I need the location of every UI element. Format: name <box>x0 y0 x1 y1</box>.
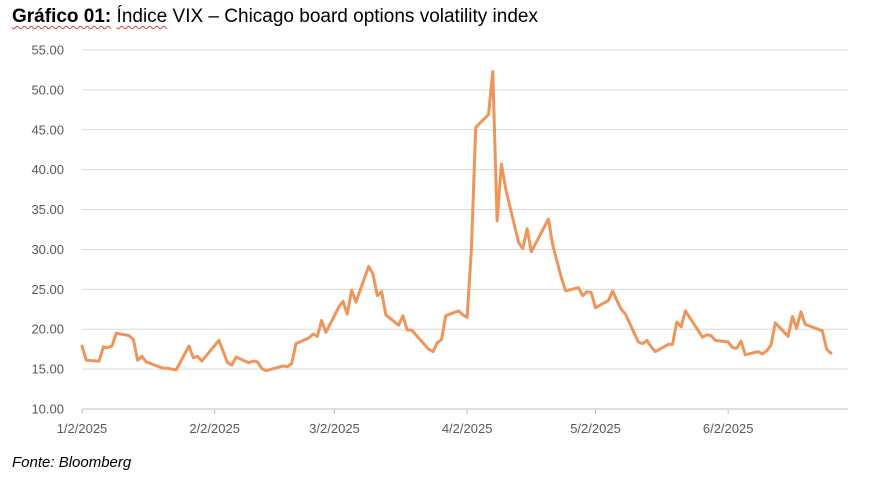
y-tick-label: 20.00 <box>31 322 64 337</box>
series-layer <box>80 70 833 373</box>
x-axis-labels: 1/2/2025 2/2/2025 3/2/2025 4/2/2025 5/2/2025… <box>57 421 754 436</box>
y-tick-label: 10.00 <box>31 402 64 417</box>
x-axis <box>81 408 848 414</box>
y-tick-label: 40.00 <box>31 162 64 177</box>
y-axis-labels: 10.00 15.00 20.00 25.00 30.00 35.00 40.00 45.00… <box>31 43 64 417</box>
vix-series-line <box>80 70 833 373</box>
vix-line-chart: 10.00 15.00 20.00 25.00 30.00 35.00 40.00 45.00… <box>31 43 848 436</box>
chart-title-rest: VIX – Chicago board options volatility i… <box>172 6 538 27</box>
y-tick-label: 50.00 <box>31 82 64 97</box>
chart-title-bold: Gráfico 01: <box>12 6 112 27</box>
x-tick-label: 2/2/2025 <box>189 421 240 436</box>
y-tick-label: 45.00 <box>31 122 64 137</box>
y-tick-label: 30.00 <box>31 242 64 257</box>
chart-title-word: Índice <box>116 6 168 27</box>
y-tick-label: 35.00 <box>31 202 64 217</box>
y-tick-label: 15.00 <box>31 362 64 377</box>
y-tick-label: 25.00 <box>31 282 64 297</box>
x-tick-label: 5/2/2025 <box>570 421 621 436</box>
gridlines <box>82 49 848 370</box>
x-tick-label: 4/2/2025 <box>442 421 493 436</box>
x-tick-label: 3/2/2025 <box>309 421 360 436</box>
y-tick-label: 55.00 <box>31 43 64 58</box>
x-tick-label: 1/2/2025 <box>57 421 108 436</box>
chart-title: Gráfico 01: Índice VIX – Chicago board o… <box>12 6 538 28</box>
x-tick-label: 6/2/2025 <box>703 421 754 436</box>
source-note: Fonte: Bloomberg <box>12 454 132 471</box>
